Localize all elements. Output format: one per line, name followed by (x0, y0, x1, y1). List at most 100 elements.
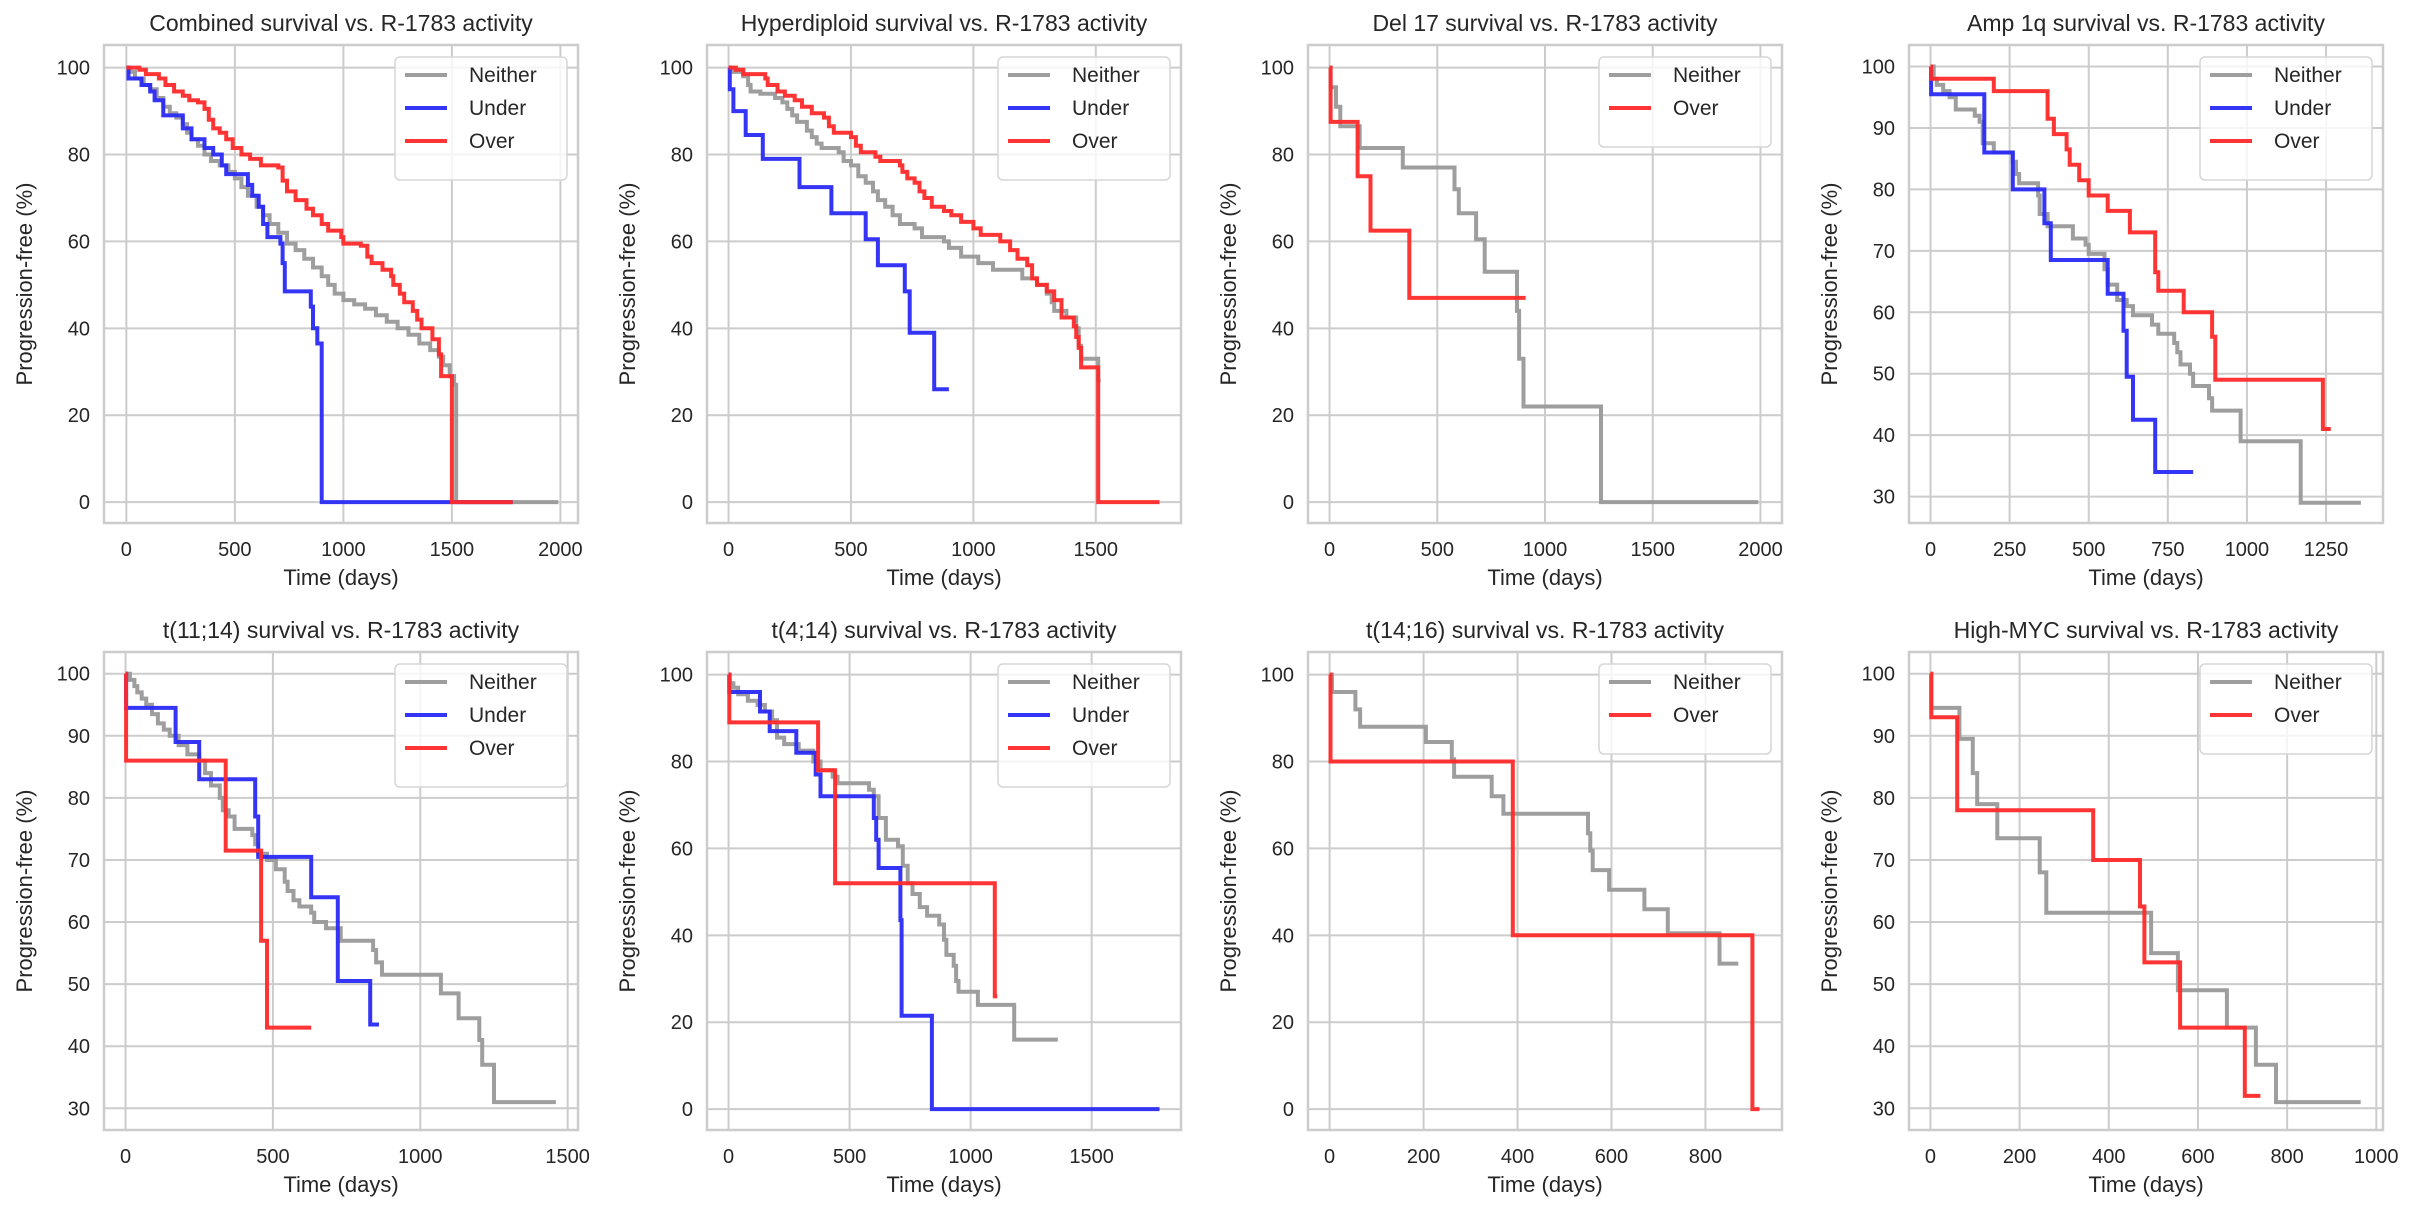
y-tick-label: 0 (1283, 492, 1294, 514)
axes-frame (705, 650, 1183, 1132)
series-line-over (728, 65, 1160, 505)
legend: Neither Under Over (394, 663, 568, 788)
chart-title: Hyperdiploid survival vs. R-1783 activit… (741, 10, 1148, 36)
x-tick-label: 600 (1595, 1146, 1628, 1168)
y-tick-label: 40 (68, 318, 90, 340)
y-tick-label: 40 (1873, 425, 1895, 447)
y-tick-label: 20 (671, 1012, 693, 1034)
legend: Neither Under Over (394, 56, 568, 181)
x-tick-label: 1500 (430, 539, 475, 561)
y-tick-label: 70 (1873, 241, 1895, 263)
y-tick-label: 20 (1272, 1012, 1294, 1034)
x-axis-label: Time (days) (886, 1172, 1001, 1197)
y-tick-label: 40 (671, 318, 693, 340)
chart-title: t(11;14) survival vs. R-1783 activity (163, 617, 520, 643)
axes-frame (1306, 650, 1784, 1132)
chart-title: Del 17 survival vs. R-1783 activity (1372, 10, 1718, 36)
y-tick-label: 80 (1873, 179, 1895, 201)
x-tick-label: 1500 (1074, 539, 1119, 561)
legend: Neither Under Over (997, 56, 1171, 181)
series-line-over (1929, 671, 2261, 1098)
x-tick-label: 500 (834, 539, 867, 561)
x-tick-label: 200 (2003, 1146, 2036, 1168)
x-tick-label: 1000 (321, 539, 366, 561)
axes-frame (1306, 43, 1784, 525)
chart-title: t(14;16) survival vs. R-1783 activity (1366, 617, 1724, 643)
x-tick-label: 500 (256, 1146, 289, 1168)
x-tick-label: 0 (723, 1146, 734, 1168)
x-axis-label: Time (days) (1487, 565, 1602, 590)
series-line-under (1929, 64, 2194, 474)
legend-label: Over (1072, 130, 1118, 153)
y-tick-label: 0 (682, 492, 693, 514)
legend-box (1598, 56, 1772, 148)
y-tick-label: 80 (671, 752, 693, 774)
y-axis-label: Progression-free (%) (12, 183, 37, 386)
x-tick-label: 600 (2181, 1146, 2214, 1168)
x-axis-label: Time (days) (1487, 1172, 1602, 1197)
x-tick-label: 400 (1501, 1146, 1534, 1168)
y-tick-label: 50 (1873, 364, 1895, 386)
legend-label: Over (2274, 130, 2320, 153)
y-tick-label: 90 (1873, 726, 1895, 748)
series-line-neither (1929, 671, 2361, 1105)
y-tick-label: 80 (1272, 752, 1294, 774)
series-line-over (1929, 64, 2331, 431)
y-tick-label: 60 (1873, 912, 1895, 934)
x-tick-label: 400 (2092, 1146, 2125, 1168)
y-tick-label: 20 (671, 405, 693, 427)
legend-label: Over (469, 737, 515, 760)
y-tick-label: 60 (68, 912, 90, 934)
y-tick-label: 60 (1873, 302, 1895, 324)
y-tick-label: 40 (1272, 925, 1294, 947)
x-tick-label: 1000 (951, 539, 996, 561)
subplot-1: Combined survival vs. R-1783 activity 0 50… (12, 10, 583, 590)
legend-label: Under (1072, 97, 1129, 120)
x-tick-label: 1000 (2354, 1146, 2399, 1168)
y-tick-label: 90 (1873, 118, 1895, 140)
subplot-3: Del 17 survival vs. R-1783 activity 0 500 1… (1216, 10, 1784, 590)
legend-box (394, 663, 568, 788)
x-tick-label: 1500 (1630, 539, 1675, 561)
y-tick-label: 80 (1272, 145, 1294, 167)
x-tick-label: 2000 (1738, 539, 1783, 561)
y-tick-label: 100 (57, 58, 90, 80)
y-tick-label: 0 (79, 492, 90, 514)
legend-label: Over (1673, 704, 1719, 727)
legend: Neither Over (2199, 663, 2373, 755)
y-tick-label: 0 (1283, 1099, 1294, 1121)
y-tick-label: 90 (68, 726, 90, 748)
x-tick-label: 0 (1925, 1146, 1936, 1168)
axes-frame (705, 43, 1183, 525)
legend: Neither Over (1598, 663, 1772, 755)
x-tick-label: 500 (833, 1146, 866, 1168)
x-tick-label: 1000 (1523, 539, 1568, 561)
y-tick-label: 20 (1272, 405, 1294, 427)
y-axis-label: Progression-free (%) (1216, 183, 1241, 386)
legend-label: Under (2274, 97, 2331, 120)
x-tick-label: 1500 (545, 1146, 590, 1168)
series-line-neither (126, 65, 559, 505)
y-axis-label: Progression-free (%) (1817, 183, 1842, 386)
series-line-neither (125, 671, 556, 1105)
x-tick-label: 250 (1993, 539, 2026, 561)
y-tick-label: 100 (57, 664, 90, 686)
axes-frame (1907, 650, 2385, 1132)
axes-frame (102, 43, 580, 525)
y-tick-label: 40 (68, 1036, 90, 1058)
series-line-neither (1930, 64, 2361, 505)
x-tick-label: 0 (121, 539, 132, 561)
y-tick-label: 100 (1261, 58, 1294, 80)
y-tick-label: 100 (1261, 665, 1294, 687)
legend-box (394, 56, 568, 181)
legend-label: Neither (1673, 64, 1741, 87)
legend-label: Neither (2274, 64, 2342, 87)
y-axis-label: Progression-free (%) (615, 183, 640, 386)
y-tick-label: 100 (660, 58, 693, 80)
x-tick-label: 0 (1925, 539, 1936, 561)
y-axis-label: Progression-free (%) (1817, 790, 1842, 993)
x-tick-label: 0 (723, 539, 734, 561)
legend-box (1598, 663, 1772, 755)
x-axis-label: Time (days) (283, 1172, 398, 1197)
